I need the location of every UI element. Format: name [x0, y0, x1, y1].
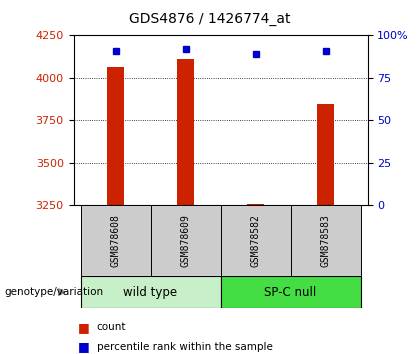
Text: GSM878609: GSM878609	[181, 214, 191, 267]
Bar	[317, 104, 334, 205]
Bar	[247, 204, 264, 205]
Bar	[177, 59, 194, 205]
Bar	[81, 205, 150, 276]
Bar	[150, 205, 220, 276]
Text: ■: ■	[78, 341, 89, 353]
Text: GSM878582: GSM878582	[250, 214, 260, 267]
Bar	[291, 205, 360, 276]
Text: wild type: wild type	[123, 286, 178, 298]
Text: percentile rank within the sample: percentile rank within the sample	[97, 342, 273, 352]
Bar	[81, 276, 220, 308]
Text: genotype/variation: genotype/variation	[4, 287, 103, 297]
Bar	[107, 67, 124, 205]
Text: GSM878583: GSM878583	[320, 214, 331, 267]
Text: GDS4876 / 1426774_at: GDS4876 / 1426774_at	[129, 12, 291, 27]
Bar	[220, 276, 360, 308]
Text: ■: ■	[78, 321, 89, 334]
Text: SP-C null: SP-C null	[264, 286, 317, 298]
Text: count: count	[97, 322, 126, 332]
Bar	[220, 205, 291, 276]
Text: GSM878608: GSM878608	[110, 214, 121, 267]
